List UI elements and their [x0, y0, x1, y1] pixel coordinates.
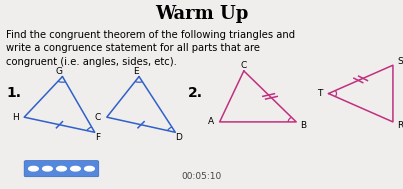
Circle shape: [57, 166, 66, 171]
Text: congruent (i.e. angles, sides, etc).: congruent (i.e. angles, sides, etc).: [6, 57, 177, 67]
Text: write a congruence statement for all parts that are: write a congruence statement for all par…: [6, 43, 260, 53]
Circle shape: [29, 166, 38, 171]
Circle shape: [71, 166, 80, 171]
Text: 00:05:10: 00:05:10: [181, 172, 222, 181]
Text: 1.: 1.: [6, 86, 21, 100]
Text: B: B: [300, 121, 307, 130]
Text: S: S: [397, 57, 403, 66]
FancyBboxPatch shape: [24, 161, 99, 177]
Circle shape: [85, 166, 94, 171]
Text: R: R: [397, 121, 403, 130]
Text: H: H: [12, 113, 19, 122]
Text: E: E: [133, 67, 139, 76]
Text: D: D: [175, 132, 182, 142]
Text: G: G: [56, 67, 63, 76]
Text: Warm Up: Warm Up: [155, 5, 248, 23]
Text: F: F: [96, 132, 100, 142]
Text: A: A: [208, 117, 214, 126]
Text: 2.: 2.: [187, 86, 202, 100]
Text: C: C: [95, 113, 101, 122]
Text: Find the congruent theorem of the following triangles and: Find the congruent theorem of the follow…: [6, 30, 295, 40]
Text: T: T: [317, 89, 322, 98]
Circle shape: [43, 166, 52, 171]
Text: C: C: [241, 61, 247, 70]
